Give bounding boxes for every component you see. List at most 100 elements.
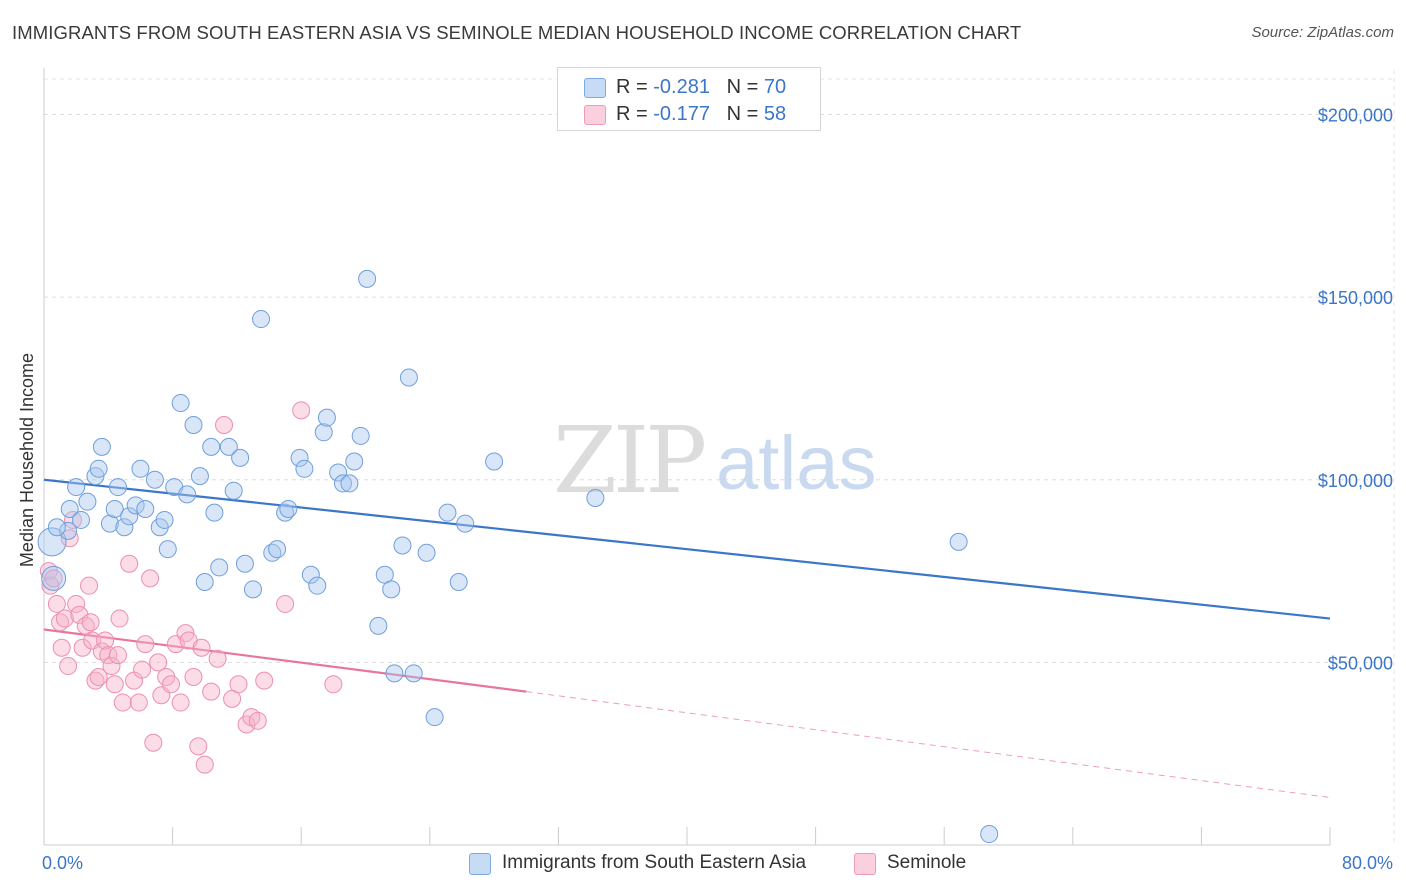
- sea-immigrant-point: [71, 510, 90, 529]
- sea-immigrant-point: [145, 470, 164, 489]
- sea-immigrant-point: [358, 269, 377, 288]
- legend-r-label: R =: [616, 103, 654, 125]
- watermark: ZIP atlas: [553, 407, 877, 514]
- bottom-legend-swatch-seminole: [854, 853, 876, 875]
- sea-immigrant-point: [120, 507, 139, 526]
- seminole-point: [44, 569, 63, 588]
- seminole-point: [141, 569, 160, 588]
- watermark-zip: ZIP: [553, 407, 704, 514]
- sea-immigrant-point: [263, 543, 282, 562]
- seminole-point: [120, 554, 139, 573]
- trend-lines: [43, 478, 1331, 799]
- sea-immigrant-point: [369, 616, 388, 635]
- seminole-point: [102, 657, 121, 676]
- sea-immigrant-point: [155, 510, 174, 529]
- sea-immigrant-point: [243, 580, 262, 599]
- y-tick-label: $50,000: [1328, 653, 1393, 673]
- sea-immigrant-point: [219, 437, 238, 456]
- sea-immigrant-point: [92, 437, 111, 456]
- sea-immigrant-point: [980, 825, 999, 844]
- sea-immigrant-point: [89, 459, 108, 478]
- sea-immigrant-point: [308, 576, 327, 595]
- seminole-point: [59, 657, 78, 676]
- seminole-point: [136, 635, 155, 654]
- chart-title: IMMIGRANTS FROM SOUTH EASTERN ASIA VS SE…: [12, 22, 1022, 43]
- seminole-point: [52, 638, 71, 657]
- seminole-point: [292, 401, 311, 420]
- sea-immigrant-point: [345, 452, 364, 471]
- sea-immigrant-point: [178, 485, 197, 504]
- sea-immigrant-point: [333, 474, 352, 493]
- sea-immigrant-point: [47, 518, 66, 537]
- seminole-point: [149, 653, 168, 672]
- seminole-point: [215, 415, 234, 434]
- sea-immigrant-point: [290, 448, 309, 467]
- legend-n-label: N =: [726, 103, 764, 125]
- bottom-legend-swatch-sea: [469, 853, 491, 875]
- seminole-point: [184, 667, 203, 686]
- sea-immigrant-point: [276, 503, 295, 522]
- y-axis-title: Median Household Income: [17, 353, 37, 567]
- trend-line-sea: [43, 478, 1331, 620]
- sea-immigrant-point: [949, 532, 968, 551]
- seminole-point: [108, 646, 127, 665]
- sea-immigrant-point: [100, 514, 119, 533]
- sea-immigrant-point: [438, 503, 457, 522]
- x-tick-label: 0.0%: [42, 853, 83, 873]
- seminole-point: [47, 594, 66, 613]
- y-tick-label: $200,000: [1318, 106, 1393, 126]
- seminole-point: [129, 693, 148, 712]
- seminole-point: [276, 594, 295, 613]
- sea-immigrant-point: [231, 448, 250, 467]
- sea-immigrant-point: [417, 543, 436, 562]
- seminole-point: [248, 711, 267, 730]
- seminole-point: [229, 675, 248, 694]
- sea-immigrant-point: [385, 664, 404, 683]
- sea-immigrant-point: [456, 514, 475, 533]
- sea-immigrant-point: [449, 573, 468, 592]
- x-tick-label: 80.0%: [1342, 853, 1393, 873]
- sea-immigrant-point: [485, 452, 504, 471]
- seminole-point: [99, 646, 118, 665]
- legend-r-label: R =: [616, 76, 654, 98]
- sea-immigrant-point: [190, 467, 209, 486]
- sea-immigrant-point: [115, 518, 134, 537]
- sea-immigrant-point: [184, 415, 203, 434]
- seminole-point: [192, 638, 211, 657]
- seminole-point: [89, 667, 108, 686]
- y-tick-labels: $50,000 $100,000 $150,000 $200,000: [1318, 106, 1393, 674]
- sea-immigrant-point: [78, 492, 97, 511]
- sea-immigrant-point: [131, 459, 150, 478]
- sea-immigrant-point: [171, 394, 190, 413]
- legend-n-label: N =: [726, 76, 764, 98]
- sea-immigrant-point: [59, 521, 78, 540]
- seminole-point: [67, 594, 86, 613]
- chart-source: Source: ZipAtlas.com: [1251, 24, 1394, 41]
- sea-immigrant-point: [252, 310, 271, 329]
- sea-immigrant-point: [60, 499, 79, 518]
- legend-swatch-seminole: [584, 105, 606, 125]
- sea-immigrant-point: [37, 527, 67, 557]
- sea-immigrant-point: [136, 499, 155, 518]
- sea-immigrant-points: [37, 269, 999, 844]
- sea-immigrant-point: [195, 573, 214, 592]
- seminole-point: [208, 649, 227, 668]
- sea-immigrant-point: [317, 408, 336, 427]
- seminole-point: [255, 671, 274, 690]
- seminole-point: [144, 733, 163, 752]
- sea-immigrant-point: [314, 423, 333, 442]
- seminole-point: [161, 675, 180, 694]
- legend-swatch-sea: [584, 78, 606, 98]
- seminole-point: [60, 529, 79, 548]
- seminole-point: [324, 675, 343, 694]
- seminole-point: [105, 675, 124, 694]
- sea-immigrant-point: [393, 536, 412, 555]
- sea-immigrant-point: [351, 426, 370, 445]
- sea-immigrant-point: [105, 499, 124, 518]
- sea-immigrant-point: [224, 481, 243, 500]
- legend-r-value: -0.177: [653, 103, 710, 125]
- seminole-point: [86, 671, 105, 690]
- sea-immigrant-point: [279, 499, 298, 518]
- trend-line-seminole-extended: [526, 691, 1331, 799]
